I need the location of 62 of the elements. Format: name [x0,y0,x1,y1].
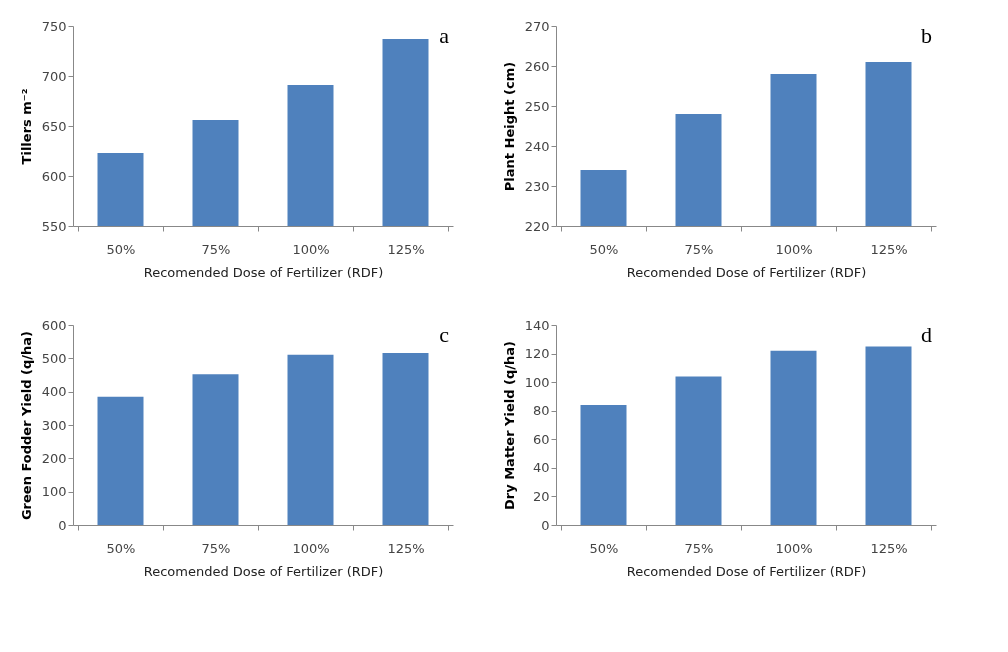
x-tick-label: 100% [292,540,330,556]
y-axis-title: Plant Height (cm) [501,61,517,192]
x-tick-label: 125% [870,241,908,257]
y-tick-label: 400 [41,384,67,400]
y-axis-title: Dry Matter Yield (q/ha) [501,340,517,511]
x-axis-title: Recomended Dose of Fertilizer (RDF) [143,563,384,579]
y-axis-title: Tillers m⁻² [18,88,34,165]
y-tick-label: 260 [524,58,550,74]
x-tick-label: 75% [684,241,714,257]
bar [770,350,817,525]
bar [382,353,429,525]
x-axis-title: Recomended Dose of Fertilizer (RDF) [143,264,384,280]
y-axis-title: Green Fodder Yield (q/ha) [18,330,34,521]
annotation: c [439,322,450,347]
y-tick-label: 40 [532,460,550,476]
y-tick-label: 200 [41,450,67,466]
y-tick-label: 140 [524,317,550,333]
bar [287,354,334,525]
x-tick-label: 75% [201,241,231,257]
y-tick-label: 240 [524,138,550,154]
y-tick-label: 600 [41,317,67,333]
x-tick-label: 75% [684,540,714,556]
y-tick-label: 250 [524,98,550,114]
y-tick-label: 60 [532,431,550,447]
y-tick-label: 220 [524,218,550,234]
y-tick-label: 0 [58,517,67,533]
y-tick-label: 550 [41,218,67,234]
bar [580,405,627,525]
y-tick-label: 650 [41,118,67,134]
annotation: a [439,23,450,48]
x-tick-label: 100% [775,241,813,257]
x-tick-label: 125% [870,540,908,556]
y-tick-label: 700 [41,68,67,84]
x-tick-label: 75% [201,540,231,556]
x-tick-label: 125% [387,241,425,257]
y-tick-label: 80 [532,403,550,419]
x-tick-label: 50% [589,241,619,257]
y-tick-label: 100 [41,484,67,500]
y-tick-label: 0 [541,517,550,533]
annotation: b [921,23,932,48]
bar [97,396,144,525]
x-tick-label: 50% [589,540,619,556]
y-tick-label: 750 [41,18,67,34]
x-axis-title: Recomended Dose of Fertilizer (RDF) [626,563,867,579]
y-tick-label: 100 [524,374,550,390]
y-tick-label: 270 [524,18,550,34]
y-tick-label: 600 [41,168,67,184]
bar [675,376,722,525]
x-tick-label: 50% [106,540,136,556]
y-tick-label: 120 [524,346,550,362]
y-tick-label: 300 [41,417,67,433]
annotation: d [921,322,932,347]
x-tick-label: 100% [292,241,330,257]
y-tick-label: 20 [532,488,550,504]
x-tick-label: 100% [775,540,813,556]
y-tick-label: 230 [524,178,550,194]
y-tick-label: 500 [41,350,67,366]
x-tick-label: 125% [387,540,425,556]
bar [865,346,912,525]
x-tick-label: 50% [106,241,136,257]
x-axis-title: Recomended Dose of Fertilizer (RDF) [626,264,867,280]
bar [192,374,239,525]
